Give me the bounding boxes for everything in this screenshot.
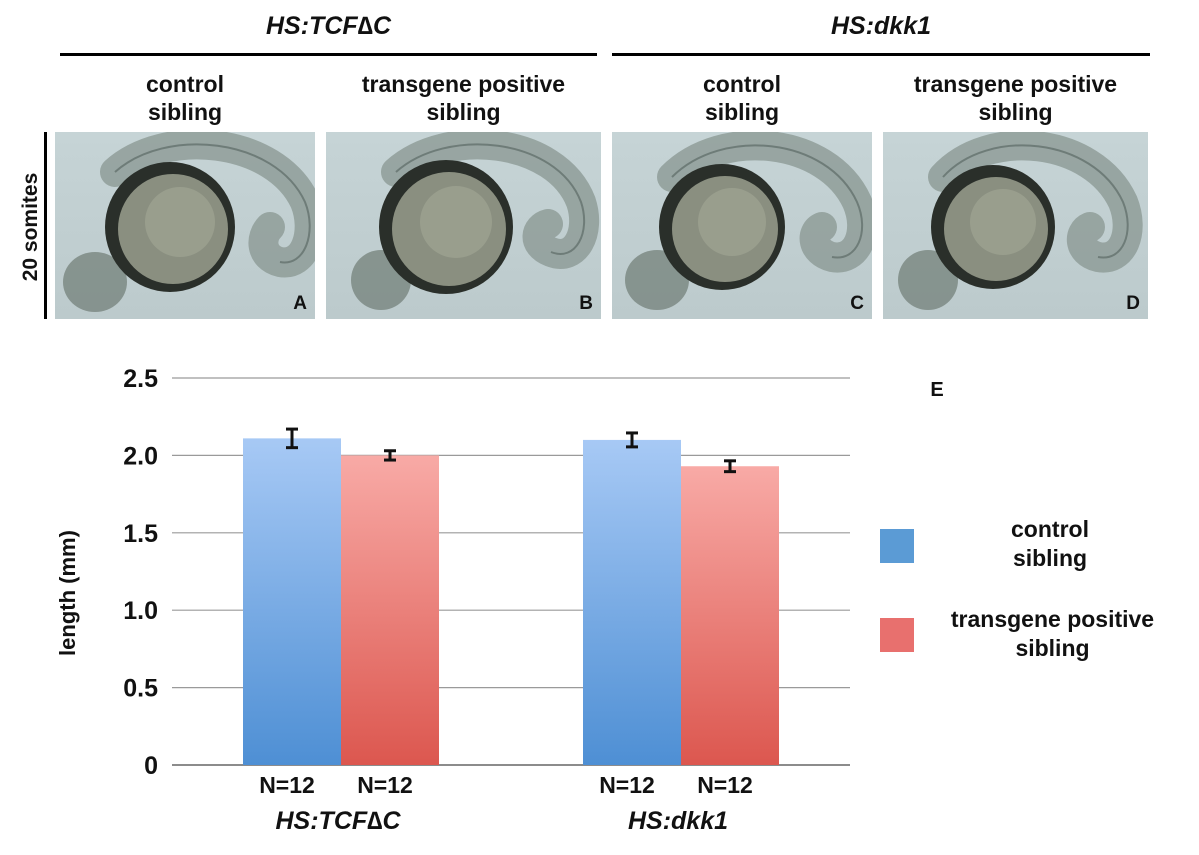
panel-letter-d: D [1126, 293, 1140, 314]
y-tick-label: 2.0 [123, 442, 158, 470]
n-labels: N=12 N=12 N=12 N=12 [259, 772, 753, 798]
panel-letter-e: E [930, 379, 943, 401]
row-label-bar [44, 132, 47, 319]
y-tick-label: 1.5 [123, 520, 158, 548]
group-rule-dkk1 [612, 53, 1150, 56]
embryo-image-a [63, 132, 315, 312]
bars [243, 438, 779, 765]
micrograph-panel-d: D [883, 132, 1148, 319]
y-tick-label: 2.5 [123, 365, 158, 393]
legend-label-transgene: transgene positive sibling [950, 606, 1155, 661]
col-label-control-c: control sibling [703, 71, 781, 125]
n-label: N=12 [259, 772, 315, 798]
category-label: HS:TCF∆C [276, 807, 402, 835]
col-label-transgene-d: transgene positive sibling [913, 71, 1118, 125]
legend-label-control: control sibling [1011, 516, 1089, 571]
bar [243, 438, 341, 765]
category-label: HS:dkk1 [628, 807, 728, 835]
y-tick-label: 0.5 [123, 675, 158, 703]
error-bar [384, 449, 396, 462]
n-label: N=12 [697, 772, 753, 798]
bar-chart: 0 0.5 1.0 1.5 2.0 2.5 N=12 N=12 N=12 N=12 HS:TCF… [55, 365, 944, 835]
panel-letter-b: B [579, 293, 593, 314]
row-label-somites: 20 somites [19, 172, 42, 282]
n-label: N=12 [599, 772, 655, 798]
micrograph-panel-a: A [55, 132, 315, 319]
y-tick-label: 0 [144, 752, 158, 780]
col-label-transgene-b: transgene positive sibling [361, 71, 566, 125]
error-bars [286, 427, 736, 474]
legend-swatch-control [880, 529, 914, 563]
bar [583, 439, 681, 765]
embryo-image-b [351, 132, 600, 310]
embryo-image-c [625, 132, 872, 310]
n-label: N=12 [357, 772, 413, 798]
group-title-tcf: HS:TCF∆C [266, 12, 391, 40]
panel-letter-c: C [850, 293, 864, 314]
category-labels: HS:TCF∆C HS:dkk1 [276, 807, 729, 835]
bar [341, 455, 439, 765]
legend-swatch-transgene [880, 618, 914, 652]
error-bar [626, 431, 638, 449]
bar [681, 466, 779, 765]
y-axis-label: length (mm) [55, 530, 80, 656]
y-tick-label: 1.0 [123, 597, 158, 625]
group-rule-tcf [60, 53, 597, 56]
embryo-image-d [898, 132, 1143, 310]
group-title-dkk1: HS:dkk1 [830, 12, 932, 40]
error-bar [286, 427, 298, 450]
error-bar [724, 459, 736, 474]
y-tick-labels: 0 0.5 1.0 1.5 2.0 2.5 [123, 365, 158, 780]
col-label-control-a: control sibling [146, 71, 224, 125]
panel-letter-a: A [293, 293, 307, 314]
micrograph-panel-c: C [612, 132, 872, 319]
micrograph-panel-b: B [326, 132, 601, 319]
